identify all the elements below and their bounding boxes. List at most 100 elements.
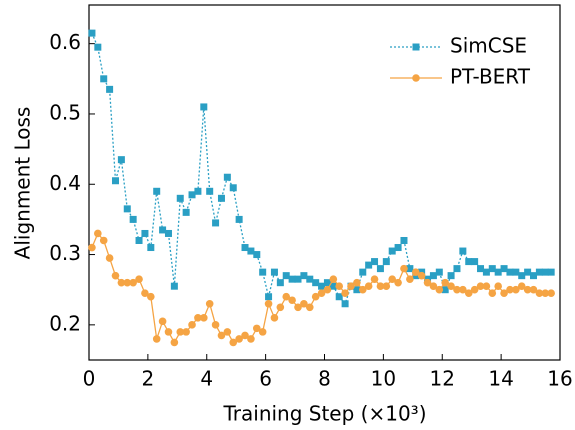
data-point: [494, 282, 502, 290]
data-point: [417, 271, 426, 280]
data-point: [500, 289, 508, 298]
data-point: [188, 191, 196, 199]
data-point: [141, 289, 149, 298]
data-point: [305, 303, 314, 312]
data-point: [300, 272, 308, 280]
data-point: [376, 265, 384, 273]
x-tick-label: 14: [488, 367, 513, 391]
data-point: [482, 282, 491, 290]
data-point: [276, 279, 284, 287]
data-point: [311, 292, 320, 301]
data-point: [382, 258, 390, 266]
legend-marker: [412, 74, 420, 82]
data-point: [400, 236, 408, 244]
data-point: [364, 282, 373, 290]
x-tick-label: 4: [200, 367, 213, 391]
data-point: [158, 317, 167, 326]
data-point: [529, 285, 538, 294]
x-axis-label: Training Step (×10³): [223, 402, 427, 426]
data-point: [123, 205, 131, 213]
data-point: [288, 296, 296, 305]
data-point: [447, 282, 455, 290]
data-point: [453, 285, 461, 294]
data-point: [194, 314, 202, 322]
x-tick-label: 10: [371, 367, 396, 391]
data-point: [500, 265, 508, 273]
data-point: [170, 338, 179, 347]
data-point: [317, 289, 326, 298]
data-point: [164, 328, 173, 336]
data-point: [359, 268, 367, 276]
data-point: [423, 278, 432, 287]
data-point: [370, 275, 379, 283]
data-point: [323, 285, 332, 294]
data-point: [147, 292, 155, 301]
data-point: [406, 265, 414, 273]
data-point: [470, 285, 479, 294]
legend-marker: [412, 43, 420, 51]
data-point: [523, 285, 532, 294]
data-point: [394, 278, 402, 287]
data-point: [105, 254, 114, 262]
data-point: [212, 219, 220, 227]
y-tick-label: 0.5: [49, 100, 81, 124]
data-point: [176, 194, 184, 202]
x-tick-label: 8: [318, 367, 331, 391]
data-point: [371, 258, 379, 266]
data-point: [464, 289, 473, 298]
data-point: [129, 215, 137, 223]
data-point: [435, 268, 443, 276]
data-point: [447, 272, 455, 280]
data-point: [100, 75, 108, 83]
data-point: [294, 303, 302, 312]
data-point: [459, 285, 467, 294]
data-point: [518, 272, 526, 280]
data-point: [188, 321, 196, 329]
data-point: [477, 265, 485, 273]
data-point: [217, 194, 225, 202]
data-point: [223, 173, 231, 181]
data-point: [488, 289, 497, 298]
data-point: [223, 328, 232, 336]
data-point: [135, 236, 143, 244]
data-point: [182, 328, 190, 336]
data-point: [123, 278, 132, 287]
data-point: [276, 303, 285, 312]
data-point: [94, 229, 102, 238]
data-point: [88, 243, 96, 252]
x-tick-label: 2: [142, 367, 155, 391]
data-point: [530, 272, 538, 280]
data-point: [482, 268, 490, 276]
data-point: [247, 335, 255, 343]
y-tick-label: 0.6: [49, 30, 81, 54]
data-point: [400, 264, 408, 273]
data-point: [270, 268, 278, 276]
data-point: [200, 103, 208, 111]
data-point: [335, 293, 343, 301]
data-point: [252, 324, 261, 333]
x-tick-label: 6: [259, 367, 272, 391]
data-point: [194, 187, 202, 195]
data-point: [241, 331, 249, 340]
x-tick-label: 16: [547, 367, 572, 391]
data-point: [235, 215, 243, 223]
data-point: [411, 268, 420, 276]
data-point: [258, 328, 267, 336]
data-point: [329, 275, 338, 283]
data-point: [517, 282, 526, 290]
data-point: [365, 261, 373, 269]
data-point: [335, 282, 344, 290]
data-point: [465, 258, 473, 266]
data-point: [547, 268, 555, 276]
data-point: [111, 271, 120, 280]
data-point: [376, 282, 385, 290]
data-point: [535, 289, 544, 298]
y-tick-label: 0.2: [49, 311, 81, 335]
data-point: [147, 244, 155, 252]
data-point: [329, 282, 337, 290]
data-point: [453, 265, 461, 273]
data-point: [229, 184, 237, 192]
data-point: [211, 321, 220, 329]
